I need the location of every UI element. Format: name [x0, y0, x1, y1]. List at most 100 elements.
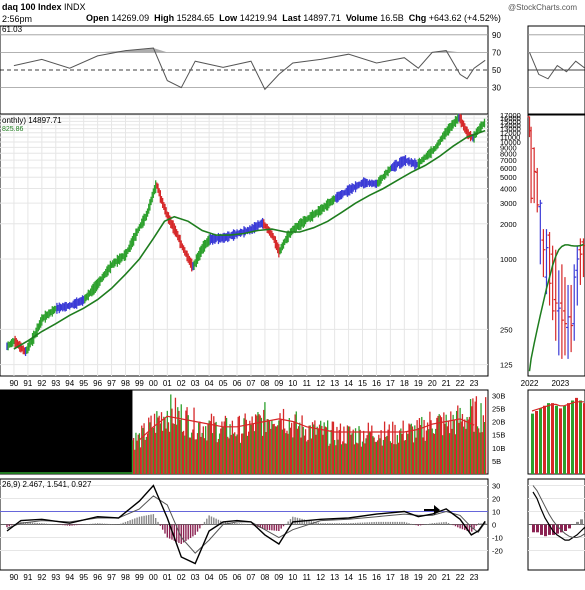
last-label: Last [282, 13, 301, 23]
x-tick-price: 92 [37, 379, 46, 388]
x-tick-macd: 15 [358, 573, 367, 582]
chart-symbol: daq 100 Index INDX [2, 2, 86, 12]
x-tick-price: 99 [135, 379, 144, 388]
volume-y-tick: 5B [492, 457, 501, 466]
chg-label: Chg [408, 13, 427, 23]
price-y-tick: 2000 [500, 220, 517, 229]
right-volume-bar [579, 400, 582, 474]
price-y-tick: 12000 [500, 129, 521, 138]
price-y-tick: 16000 [500, 114, 521, 123]
x-tick-macd: 22 [456, 573, 465, 582]
right-volume-bar [539, 408, 542, 474]
right-macd-histogram [564, 524, 567, 531]
macd-label: 26,9) 2.467, 1.541, 0.927 [2, 480, 92, 489]
volume-y-tick: 30B [492, 391, 505, 400]
volume-y-tick: 25B [492, 404, 505, 413]
macd-y-tick: -10 [492, 534, 503, 543]
right-x-tick: 2023 [551, 379, 569, 388]
panel-frame-right-price [527, 114, 585, 377]
right-macd-histogram [548, 524, 551, 535]
x-tick-macd: 07 [247, 573, 256, 582]
right-volume-bar [575, 397, 578, 474]
right-volume-bar [563, 405, 566, 474]
rsi-y-tick: 70 [492, 48, 501, 57]
ma-label: 825.86 [2, 126, 24, 133]
x-tick-macd: 18 [400, 573, 409, 582]
right-macd-histogram [540, 524, 543, 535]
x-tick-macd: 11 [303, 573, 312, 582]
right-volume-bar [543, 405, 546, 474]
x-tick-macd: 99 [135, 573, 144, 582]
panel-frame-rsi [0, 25, 489, 115]
open-value: 14269.09 [111, 13, 150, 23]
right-moving-average [528, 243, 584, 372]
right-volume-ema [531, 401, 584, 412]
x-tick-macd: 98 [121, 573, 130, 582]
right-volume-bar [551, 403, 554, 474]
price-y-tick: 9000 [500, 143, 517, 152]
x-tick-price: 18 [400, 379, 409, 388]
x-tick-price: 06 [233, 379, 242, 388]
price-y-tick: 15000 [500, 117, 521, 126]
x-tick-macd: 96 [93, 573, 102, 582]
price-y-tick: 6000 [500, 164, 517, 173]
low-value: 14219.94 [239, 13, 278, 23]
x-tick-price: 22 [456, 379, 465, 388]
volume-label: Volume [345, 13, 378, 23]
right-volume-bar [559, 408, 562, 474]
arrow-annotation-icon [424, 505, 440, 515]
x-tick-macd: 14 [344, 573, 353, 582]
rsi-overbought-fill [13, 48, 486, 53]
rsi-y-tick: 90 [492, 31, 501, 40]
x-tick-price: 15 [358, 379, 367, 388]
low-label: Low [219, 13, 238, 23]
x-tick-price: 20 [428, 379, 437, 388]
ohlc-bar: Open 14269.09 High 15284.65 Low 14219.94… [86, 13, 501, 23]
x-tick-macd: 02 [177, 573, 186, 582]
right-macd-line [532, 491, 585, 541]
chart-time: 2:56pm [2, 14, 33, 24]
x-tick-macd: 97 [107, 573, 116, 582]
x-tick-price: 09 [274, 379, 283, 388]
x-tick-macd: 94 [65, 573, 74, 582]
price-y-tick: 8000 [500, 149, 517, 158]
x-tick-macd: 13 [330, 573, 339, 582]
price-y-tick: 7000 [500, 156, 517, 165]
x-tick-price: 93 [51, 379, 60, 388]
macd-y-tick: 30 [492, 482, 500, 491]
x-tick-macd: 04 [205, 573, 214, 582]
x-tick-macd: 09 [274, 573, 283, 582]
rsi-y-tick: 30 [492, 84, 501, 93]
x-tick-macd: 92 [37, 573, 46, 582]
x-tick-macd: 20 [428, 573, 437, 582]
last-value: 14897.71 [303, 13, 341, 23]
right-volume-bar [567, 403, 570, 474]
symbol-name: daq 100 Index [2, 2, 62, 12]
x-tick-price: 91 [23, 379, 32, 388]
price-y-tick: 1000 [500, 255, 517, 264]
rsi-y-tick: 50 [492, 66, 501, 75]
x-tick-macd: 00 [149, 573, 158, 582]
x-tick-price: 04 [205, 379, 214, 388]
price-y-tick: 5000 [500, 173, 517, 182]
x-tick-price: 00 [149, 379, 158, 388]
x-tick-macd: 91 [23, 573, 32, 582]
x-tick-macd: 06 [233, 573, 242, 582]
right-volume-bar [583, 403, 585, 474]
x-tick-price: 21 [442, 379, 451, 388]
price-y-tick: 11000 [500, 133, 520, 142]
volume-label: 16.50B, EMA(20) 18.61B [2, 391, 91, 400]
right-macd-histogram [544, 524, 547, 537]
right-volume-bar [535, 411, 538, 474]
volume-no-data [0, 390, 133, 474]
x-tick-price: 19 [414, 379, 423, 388]
x-tick-price: 02 [177, 379, 186, 388]
x-tick-price: 01 [163, 379, 172, 388]
right-macd-histogram [552, 524, 555, 535]
right-signal-line [532, 485, 585, 538]
right-macd-histogram [580, 519, 583, 525]
rsi-line-right [529, 52, 585, 80]
right-volume-bar [555, 405, 558, 474]
